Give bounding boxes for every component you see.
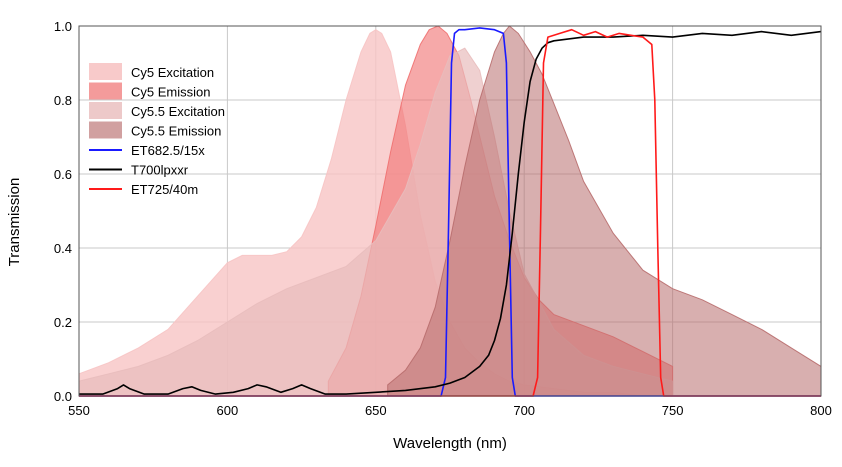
y-tick-label: 1.0: [54, 19, 72, 34]
x-tick-label: 750: [662, 403, 684, 418]
line-t700lpxxr: [79, 30, 822, 395]
legend-label: Cy5.5 Excitation: [131, 104, 225, 119]
legend-item: Cy5 Excitation: [89, 63, 214, 80]
y-tick-label: 0.2: [54, 315, 72, 330]
legend-label: Cy5 Emission: [131, 85, 210, 100]
plot-frame: [78, 25, 822, 397]
line-et682-5-15x: [79, 27, 821, 397]
legend-label: T700lpxxr: [131, 163, 189, 178]
line-series: [79, 27, 822, 397]
x-tick-label: 650: [365, 403, 387, 418]
y-tick-label: 0.8: [54, 93, 72, 108]
legend-label: Cy5 Excitation: [131, 65, 214, 80]
y-tick-label: 0.6: [54, 167, 72, 182]
legend-swatch: [89, 188, 122, 190]
y-axis-ticks: 0.0 0.2 0.4 0.6 0.8 1.0: [54, 19, 72, 404]
line-et725-40m: [79, 28, 821, 397]
x-axis-title: Wavelength (nm): [393, 435, 507, 452]
y-tick-label: 0.4: [54, 241, 72, 256]
legend-item: T700lpxxr: [89, 163, 189, 178]
legend-label: ET682.5/15x: [131, 143, 205, 158]
legend-swatch: [89, 82, 122, 100]
legend-swatch: [89, 121, 122, 139]
legend-item: Cy5.5 Excitation: [89, 102, 225, 119]
legend-swatch: [89, 168, 122, 171]
y-tick-label: 0.0: [54, 389, 72, 404]
area-cy5-5-emission: [387, 25, 822, 397]
x-axis-ticks: 550 600 650 700 750 800: [68, 403, 832, 418]
legend: Cy5 Excitation Cy5 Emission Cy5.5 Excita…: [89, 63, 225, 197]
legend-item: ET682.5/15x: [89, 143, 205, 158]
area-series: [78, 25, 822, 397]
x-tick-label: 600: [217, 403, 239, 418]
x-tick-label: 800: [810, 403, 832, 418]
x-tick-label: 550: [68, 403, 90, 418]
legend-item: Cy5 Emission: [89, 82, 210, 100]
legend-item: ET725/40m: [89, 182, 198, 197]
legend-swatch: [89, 102, 122, 119]
legend-swatch: [89, 63, 122, 80]
legend-item: Cy5.5 Emission: [89, 121, 221, 139]
x-tick-label: 700: [513, 403, 535, 418]
legend-label: Cy5.5 Emission: [131, 124, 221, 139]
legend-swatch: [89, 149, 122, 151]
y-axis-title: Transmission: [6, 178, 23, 267]
legend-label: ET725/40m: [131, 182, 198, 197]
